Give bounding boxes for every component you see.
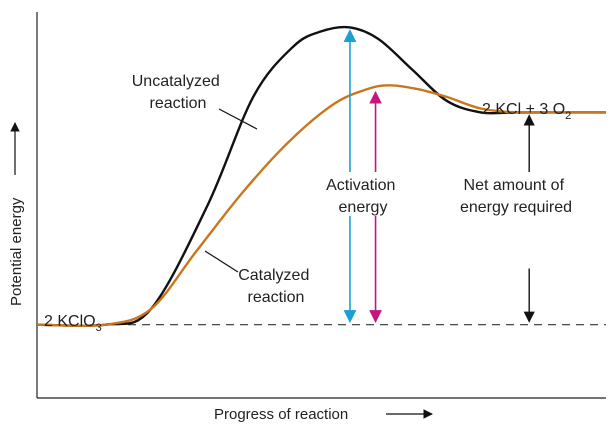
catalyzed-curve (36, 84, 606, 328)
net-label-line1: Net amount of (464, 177, 565, 194)
net-label-bg (438, 172, 594, 216)
catalyzed-leader-line (204, 250, 239, 273)
net-label-line2: energy required (460, 199, 572, 216)
catalyzed-label-line1: Catalyzed (238, 267, 309, 284)
uncatalyzed-curve (36, 25, 606, 328)
activation-energy-label: Activation energy (326, 177, 400, 216)
product-label: 2 KCl + 3 O2 (482, 101, 571, 122)
reactant-label: 2 KClO3 (44, 313, 102, 334)
activation-label-bg (318, 172, 408, 216)
uncatalyzed-label: Uncatalyzed reaction (132, 73, 225, 112)
uncatalyzed-leader-line (218, 108, 258, 130)
product-label-subscript: 2 (565, 110, 571, 122)
activation-label-line1: Activation (326, 177, 395, 194)
net-energy-label: Net amount of energy required (460, 177, 572, 216)
x-axis-label: Progress of reaction (214, 406, 348, 423)
catalyzed-label: Catalyzed reaction (238, 267, 314, 306)
y-axis-label: Potential energy (8, 197, 25, 306)
reactant-label-text: 2 KClO (44, 313, 96, 330)
reactant-label-subscript: 3 (96, 322, 102, 334)
product-label-text: 2 KCl + 3 O (482, 101, 565, 118)
uncatalyzed-label-line2: reaction (150, 95, 207, 112)
activation-label-line2: energy (339, 199, 388, 216)
catalyzed-label-line2: reaction (248, 289, 305, 306)
uncatalyzed-label-line1: Uncatalyzed (132, 73, 220, 90)
